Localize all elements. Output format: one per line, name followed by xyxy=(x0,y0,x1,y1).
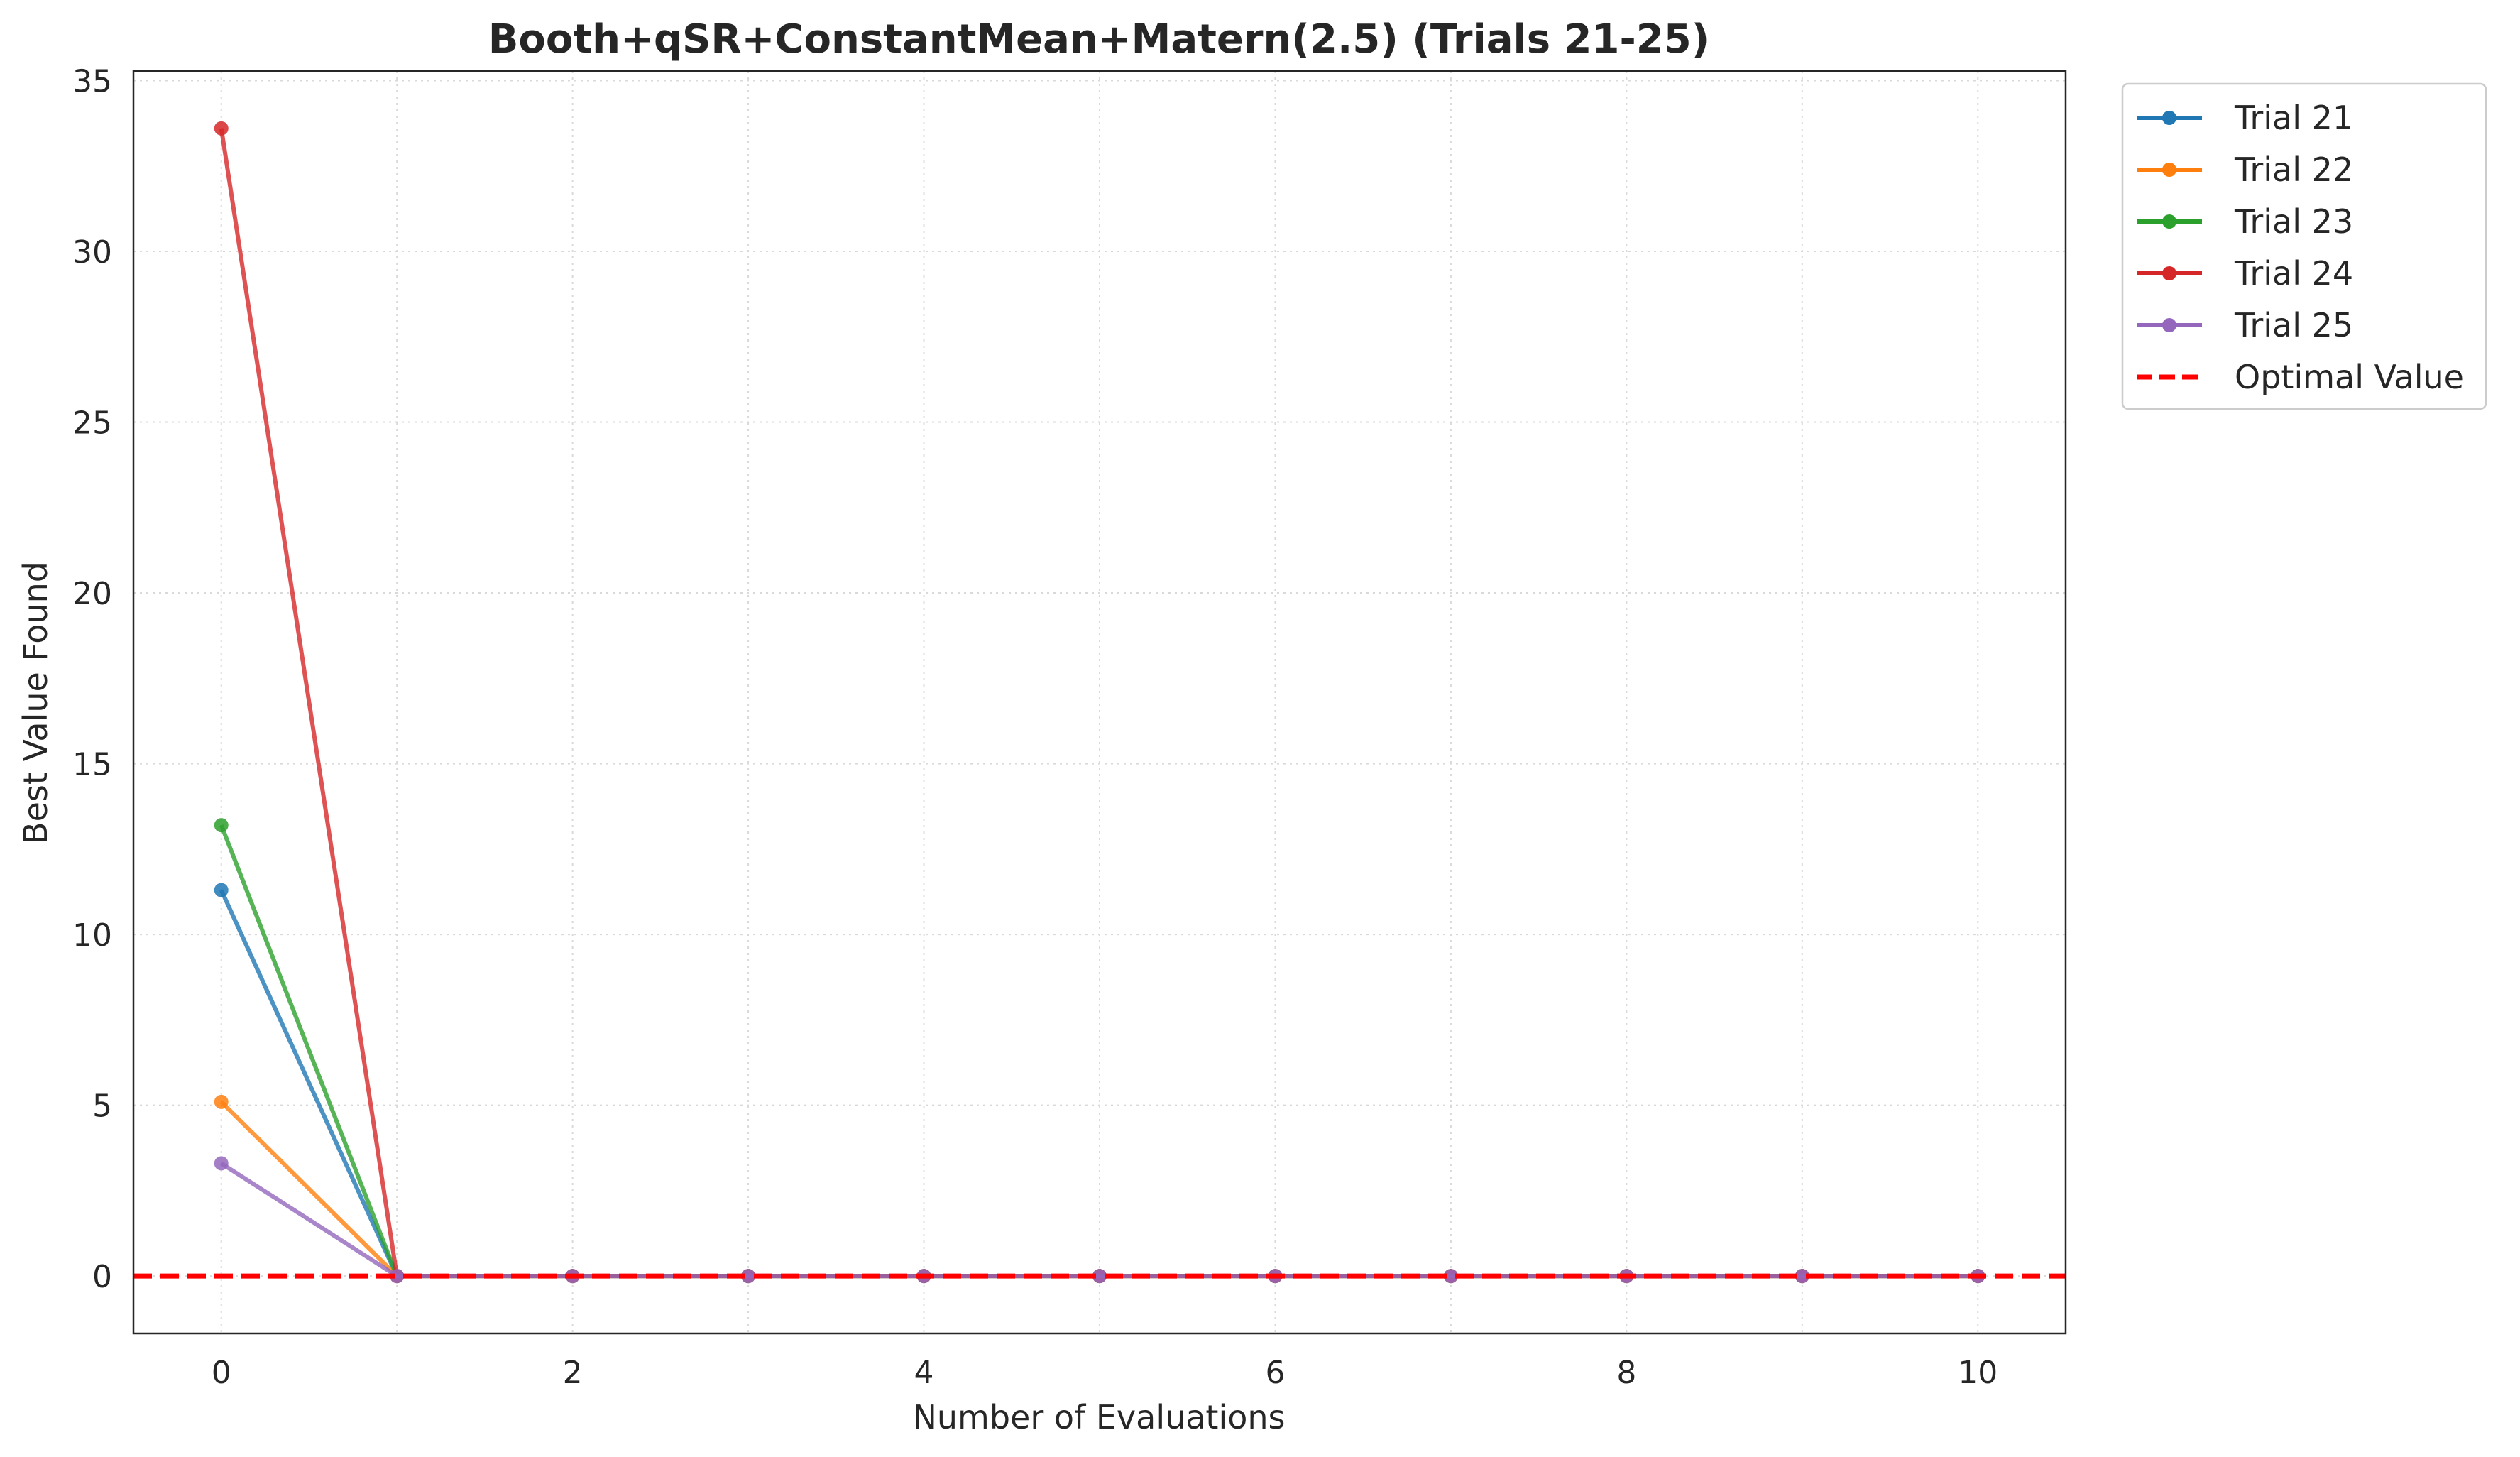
y-tick-label: 30 xyxy=(72,234,112,271)
x-tick-label: 0 xyxy=(212,1355,231,1391)
chart-title: Booth+qSR+ConstantMean+Matern(2.5) (Tria… xyxy=(488,16,1710,62)
data-point xyxy=(214,1094,229,1109)
y-tick-label: 15 xyxy=(72,747,112,783)
legend-marker xyxy=(2162,214,2176,229)
data-point xyxy=(214,818,229,833)
legend-marker xyxy=(2162,266,2176,280)
y-axis-label: Best Value Found xyxy=(16,562,55,844)
x-tick-label: 2 xyxy=(563,1355,583,1391)
series-trial-25 xyxy=(214,1156,1985,1284)
data-point xyxy=(390,1269,405,1284)
y-tick-label: 10 xyxy=(72,917,112,954)
legend-label: Trial 25 xyxy=(2234,306,2353,344)
y-tick-label: 25 xyxy=(72,405,112,442)
legend-box xyxy=(2121,82,2487,410)
x-tick-label: 8 xyxy=(1616,1355,1636,1391)
data-point xyxy=(214,1156,229,1171)
legend-entry: Trial 25 xyxy=(2137,306,2353,344)
series-line xyxy=(220,1161,1978,1279)
legend-marker xyxy=(2162,163,2176,177)
data-point xyxy=(1092,1269,1107,1284)
series-line xyxy=(219,1100,1978,1279)
x-tick-label: 6 xyxy=(1265,1355,1285,1391)
legend-marker xyxy=(2162,318,2176,332)
legend-marker xyxy=(2162,111,2176,125)
legend: Trial 21 Trial 22 Trial 23 Trial 24 Trial 25… xyxy=(2121,82,2487,410)
legend-label: Trial 22 xyxy=(2234,151,2353,189)
legend-label: Trial 24 xyxy=(2234,254,2353,293)
ticks: 0 2 4 6 8 10 0 5 10 15 20 25 30 35 xyxy=(72,63,1998,1391)
y-tick-label: 0 xyxy=(92,1259,112,1295)
legend-entry: Trial 22 xyxy=(2137,151,2353,189)
grid xyxy=(133,71,2066,1333)
y-tick-label: 20 xyxy=(72,576,112,612)
x-tick-label: 4 xyxy=(914,1355,934,1391)
y-tick-label: 35 xyxy=(72,63,112,99)
y-tick-label: 5 xyxy=(92,1088,112,1125)
legend-entry: Trial 24 xyxy=(2137,254,2353,293)
legend-entry: Optimal Value xyxy=(2137,358,2464,396)
plot-frame xyxy=(132,70,2067,1335)
x-tick-label: 10 xyxy=(1958,1355,1998,1391)
x-axis-label: Number of Evaluations xyxy=(912,1398,1285,1436)
data-point xyxy=(1795,1269,1809,1284)
data-point xyxy=(1443,1269,1458,1284)
data-point xyxy=(214,121,229,136)
legend-label: Trial 23 xyxy=(2234,202,2353,241)
data-point xyxy=(741,1269,756,1284)
legend-label: Optimal Value xyxy=(2235,358,2464,396)
series-line xyxy=(219,128,1978,1279)
legend-entry: Trial 21 xyxy=(2137,99,2353,137)
legend-entry: Trial 23 xyxy=(2137,202,2353,241)
data-point xyxy=(214,883,229,897)
legend-label: Trial 21 xyxy=(2234,99,2353,137)
